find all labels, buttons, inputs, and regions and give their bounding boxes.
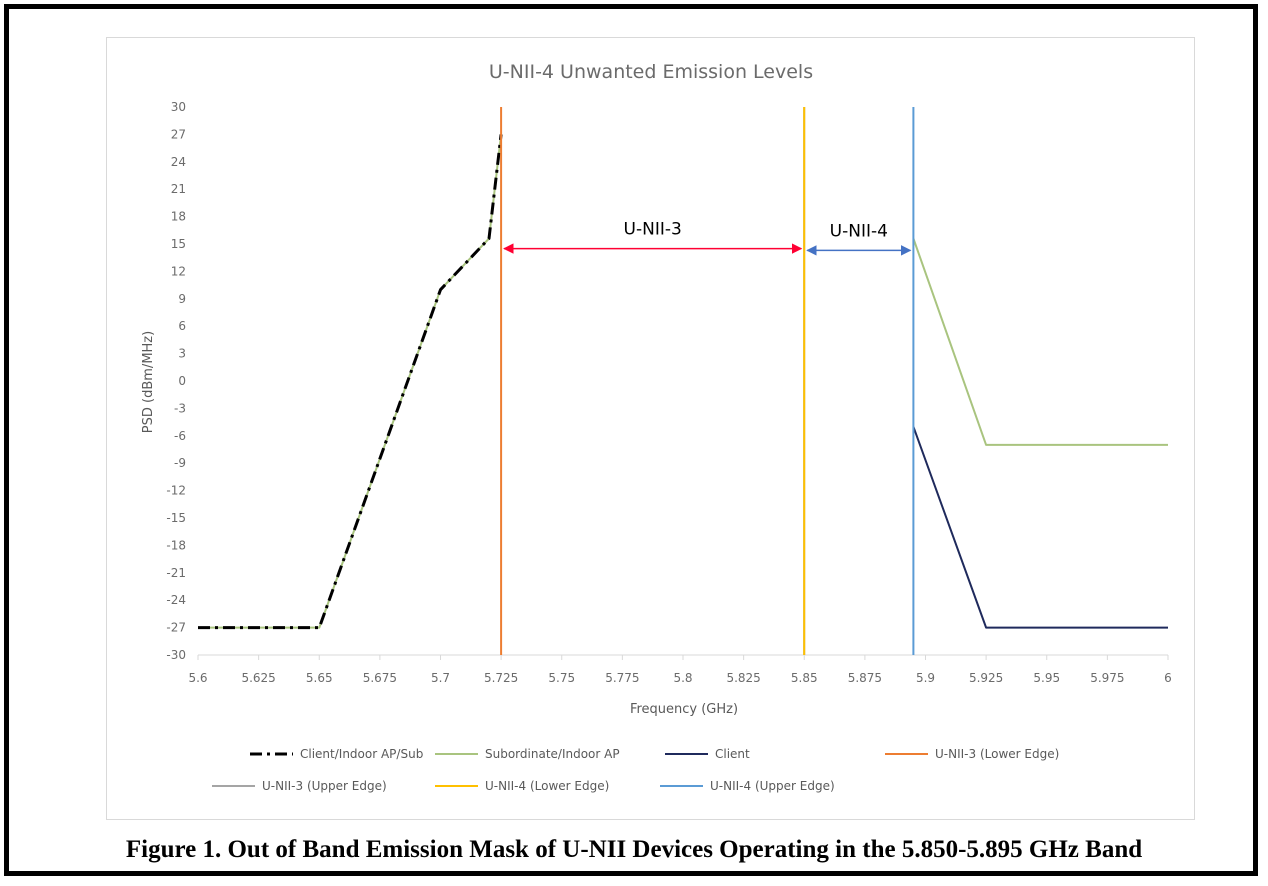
y-tick-label: -3: [174, 401, 186, 415]
y-tick-label: 24: [171, 155, 186, 169]
x-tick-label: 5.75: [548, 671, 575, 685]
y-tick-label: 3: [178, 347, 186, 361]
x-tick-label: 5.775: [605, 671, 639, 685]
series-layer: [198, 107, 1168, 655]
legend-label-subordinate-indoor-ap: Subordinate/Indoor AP: [485, 747, 620, 761]
y-tick-label: -30: [166, 648, 186, 662]
figure-caption: Figure 1. Out of Band Emission Mask of U…: [125, 836, 1143, 863]
y-tick-label: 9: [178, 292, 186, 306]
y-tick-label: -27: [166, 621, 186, 635]
x-tick-label: 5.675: [363, 671, 397, 685]
legend-label-client-indoor-ap-sub: Client/Indoor AP/Sub: [300, 747, 423, 761]
x-axis-title: Frequency (GHz): [630, 702, 738, 717]
y-tick-label: -18: [166, 538, 186, 552]
x-tick-label: 5.925: [969, 671, 1003, 685]
x-tick-label: 5.95: [1033, 671, 1060, 685]
y-tick-label: -15: [166, 511, 186, 525]
x-tick-label: 5.6: [188, 671, 207, 685]
band-label-u-nii-4: U-NII-4: [830, 221, 888, 241]
legend-label-u-nii-3-lower-edge: U-NII-3 (Lower Edge): [935, 747, 1059, 761]
y-tick-label: 12: [171, 264, 186, 278]
x-tick-label: 5.65: [306, 671, 333, 685]
x-tick-label: 5.975: [1090, 671, 1124, 685]
x-tick-label: 5.8: [673, 671, 692, 685]
series-line-client-indoor-ap-sub: [198, 134, 503, 630]
legend-label-u-nii-4-upper-edge: U-NII-4 (Upper Edge): [710, 779, 835, 793]
y-tick-label: -9: [174, 456, 186, 470]
x-tick-label: 5.825: [726, 671, 760, 685]
legend-label-client: Client: [715, 747, 750, 761]
y-tick-label: -6: [174, 429, 186, 443]
x-tick-label: 5.875: [848, 671, 882, 685]
y-tick-label: 0: [178, 374, 186, 388]
y-tick-label: -12: [166, 484, 186, 498]
legend: Client/Indoor AP/Sub Subordinate/Indoor A…: [212, 747, 1059, 793]
chart-area: [106, 37, 1195, 820]
y-tick-label: 15: [171, 237, 186, 251]
chart-title: U-NII-4 Unwanted Emission Levels: [489, 61, 813, 83]
x-axis-ticks: 5.6 5.625 5.65 5.675 5.7 5.725 5.75 5.775 5.8 5.8…: [188, 655, 1172, 685]
y-axis-title: PSD (dBm/MHz): [141, 331, 156, 433]
x-tick-label: 5.725: [484, 671, 518, 685]
legend-label-u-nii-3-upper-edge: U-NII-3 (Upper Edge): [262, 779, 387, 793]
y-tick-label: -24: [166, 593, 186, 607]
y-tick-label: -21: [166, 566, 186, 580]
x-tick-label: 5.9: [916, 671, 935, 685]
y-tick-label: 21: [171, 182, 186, 196]
y-axis-ticks: 302724211815129630-3-6-9-12-15-18-21-24-…: [166, 100, 186, 662]
x-tick-label: 6: [1164, 671, 1172, 685]
series-line-client: [912, 426, 1168, 629]
y-tick-label: 27: [171, 127, 186, 141]
y-tick-label: 30: [171, 100, 186, 114]
y-tick-label: 18: [171, 210, 186, 224]
band-label-u-nii-3: U-NII-3: [624, 220, 682, 240]
y-tick-label: 6: [178, 319, 186, 333]
x-tick-label: 5.85: [791, 671, 818, 685]
series-line-subordinate-indoor-ap: [198, 134, 1168, 629]
legend-label-u-nii-4-lower-edge: U-NII-4 (Lower Edge): [485, 779, 609, 793]
annotation-layer: U-NII-3 U-NII-4: [503, 220, 912, 256]
x-tick-label: 5.625: [241, 671, 275, 685]
x-tick-label: 5.7: [431, 671, 450, 685]
